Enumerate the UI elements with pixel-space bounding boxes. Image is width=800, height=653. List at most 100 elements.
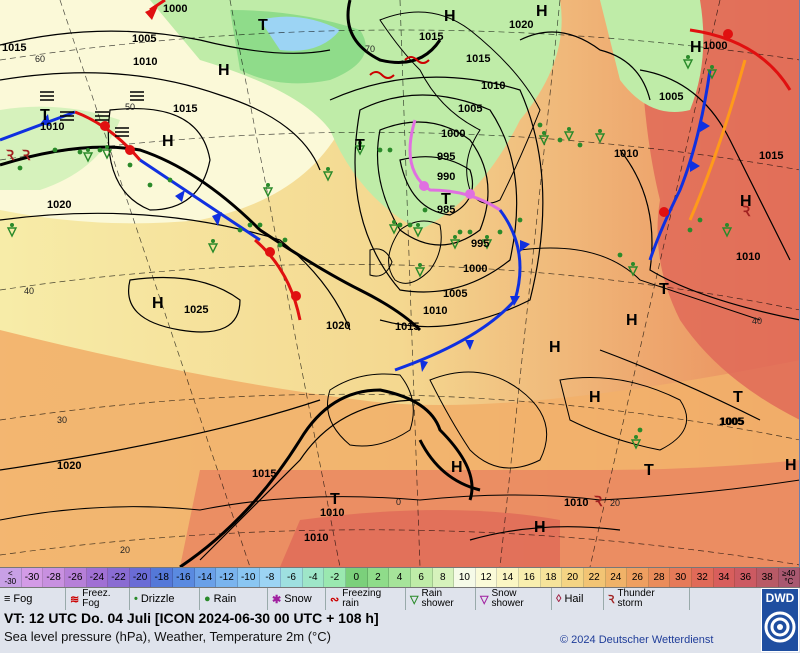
drizzle-symbol [17, 165, 23, 171]
low-pressure-center: T [330, 491, 340, 508]
rain-shower-symbol [322, 171, 334, 182]
low-pressure-center: T [659, 281, 669, 298]
legend-symbol-icon: ≋ [70, 593, 80, 606]
rain-dot [211, 239, 215, 243]
pressure-label: 1015 [395, 321, 419, 333]
scale-cell: 36 [735, 568, 757, 587]
pressure-label: 1015 [759, 150, 783, 162]
pressure-label: 1015 [466, 53, 490, 65]
map-canvas: Ꝛ Ꝛ Ꝛ Ꝛ 1000 1005 1010 1015 1010 1015 1020 1015… [0, 0, 799, 567]
cold-region-mountains [260, 16, 340, 51]
svg-text:Ꝛ: Ꝛ [5, 147, 15, 163]
drizzle-symbol [467, 229, 473, 235]
low-pressure-center: T [355, 137, 365, 154]
drizzle-symbol [127, 162, 133, 168]
drizzle-symbol [377, 147, 383, 153]
dwd-logo[interactable]: DWD [761, 588, 799, 652]
latitude-labels: 60 50 70 40 30 20 40 20 0 [24, 44, 762, 555]
warm-front-west [74, 110, 142, 161]
rain-shower-symbol [630, 439, 642, 450]
rain-shower-symbol [594, 133, 606, 144]
pressure-label: 1005 [720, 416, 744, 428]
rain-dot [710, 65, 714, 69]
pressure-label: 1010 [614, 148, 638, 160]
drizzle-symbol [397, 222, 403, 228]
legend-item-hail: ◊ Hail [552, 588, 604, 610]
scale-cell: 28 [648, 568, 671, 587]
rain-dot [542, 131, 546, 135]
pressure-label: 1000 [441, 128, 465, 140]
thunderstorm-symbols: Ꝛ Ꝛ Ꝛ Ꝛ [5, 147, 751, 509]
rain-dot [418, 263, 422, 267]
pressure-label: 1020 [326, 320, 350, 332]
legend-item-fog: ≡ Fog [0, 588, 66, 610]
rain-dot [631, 262, 635, 266]
drizzle-symbol [247, 222, 253, 228]
pressure-label: 1005 [443, 288, 467, 300]
drizzle-symbol [517, 217, 523, 223]
weather-map: Ꝛ Ꝛ Ꝛ Ꝛ 1000 1005 1010 1015 1010 1015 1020 1015… [0, 0, 800, 567]
pressure-label: 1015 [2, 42, 26, 54]
low-pressure-center: T [258, 17, 268, 34]
weather-fronts [0, 0, 792, 372]
legend-symbol-icon: • [134, 593, 138, 605]
legend-item-drizzle: • Drizzle [130, 588, 200, 610]
scale-cell: 16 [519, 568, 541, 587]
high-pressure-center: H [536, 3, 548, 20]
cold-front-marker [520, 240, 530, 252]
scale-cell: < -30 [0, 568, 22, 587]
rain-shower-symbol [481, 239, 493, 250]
pressure-label: 1010 [320, 507, 344, 519]
pressure-label: 1020 [47, 199, 71, 211]
latitude-label: 30 [57, 415, 67, 425]
rain-dot [567, 127, 571, 131]
cold-front-marker [465, 340, 474, 350]
drizzle-symbol [577, 142, 583, 148]
legend-label: Freezing rain [342, 588, 382, 609]
legend-label: Drizzle [140, 593, 175, 605]
scale-cell: -2 [324, 568, 346, 587]
rain-shower-symbol [412, 227, 424, 238]
rain-dot [453, 235, 457, 239]
warm-front-marker [265, 247, 275, 257]
scale-cell: 6 [410, 568, 433, 587]
rain-dot [86, 148, 90, 152]
scale-cell: 30 [670, 568, 692, 587]
occluded-front [408, 119, 501, 212]
pressure-label: 1010 [304, 532, 328, 544]
legend-item-snow: ✱ Snow [268, 588, 326, 610]
scale-cell-label-part: ≥40 [782, 568, 796, 578]
legend-label: Snow [284, 593, 312, 605]
scale-cell: 4 [389, 568, 411, 587]
scale-cell: -12 [216, 568, 238, 587]
pressure-label: 1000 [163, 3, 187, 15]
pressure-label: 1000 [703, 40, 727, 52]
legend-item-rain: ● Rain [200, 588, 268, 610]
chart-description: Sea level pressure (hPa), Weather, Tempe… [4, 629, 331, 644]
warm-front-marker [125, 145, 135, 155]
scale-cell: 38 [756, 568, 779, 587]
drizzle-symbol [277, 242, 283, 248]
cold-front-marker [40, 114, 50, 126]
cold-front-marker [700, 120, 710, 132]
pressure-label: 990 [437, 171, 455, 183]
scale-cell: -8 [259, 568, 282, 587]
drizzle-symbol [257, 222, 263, 228]
legend-label: Fog [13, 593, 33, 605]
drizzle-symbol [637, 427, 643, 433]
drizzle-symbol [77, 149, 83, 155]
rain-shower-symbol [414, 267, 426, 278]
legend-item-snow: ▽ Snow shower [476, 588, 552, 610]
cold-front-east [648, 69, 712, 261]
legend-symbol-icon: ≡ [4, 593, 11, 605]
pressure-label: 1020 [57, 460, 81, 472]
pressure-label: 1000 [463, 263, 487, 275]
high-pressure-center: H [444, 8, 456, 25]
scale-cell: -28 [43, 568, 65, 587]
scale-cell: -22 [108, 568, 130, 587]
scale-cell: 26 [627, 568, 649, 587]
scale-cell: 24 [605, 568, 628, 587]
latitude-label: 60 [35, 54, 45, 64]
scale-cell: 34 [713, 568, 736, 587]
scale-cell: -4 [302, 568, 325, 587]
